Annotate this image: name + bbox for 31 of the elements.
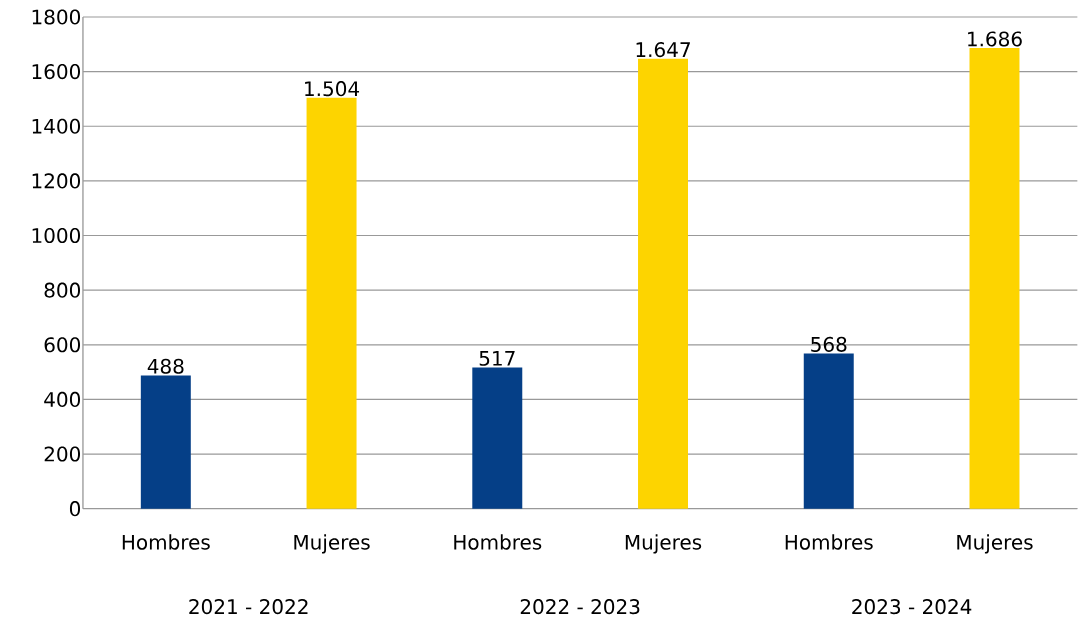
bar — [638, 58, 688, 509]
y-tick-label: 200 — [44, 446, 81, 462]
x-tick-label: Hombres — [785, 534, 873, 550]
data-label: 517 — [479, 351, 515, 366]
text: 2021 - 2022 — [189, 599, 308, 615]
y-tick-label: 1000 — [32, 228, 81, 244]
y-tick-label: 1600 — [32, 64, 81, 80]
bar — [803, 353, 854, 509]
y-tick-label: 800 — [44, 282, 81, 298]
x-tick-label: Mujeres — [294, 534, 370, 554]
y-tick-label: 1800 — [32, 9, 81, 25]
text: 2023 - 2024 — [852, 599, 972, 615]
y-tick-label: 1200 — [32, 173, 81, 189]
bar — [969, 48, 1020, 509]
text: 2022 - 2023 — [520, 599, 640, 615]
data-label: 568 — [811, 336, 847, 353]
data-label: 1.647 — [636, 42, 690, 58]
y-tick-label: 0 — [69, 501, 81, 517]
bar — [472, 367, 523, 509]
x-tick-label: Hombres — [454, 534, 542, 550]
x-tick-label: Mujeres — [625, 534, 702, 554]
data-label: 488 — [147, 358, 184, 374]
data-label: 1.504 — [305, 81, 360, 97]
x-tick-label: Hombres — [122, 534, 210, 550]
bar — [140, 375, 191, 509]
data-label: 1.686 — [968, 31, 1022, 47]
y-tick-label: 400 — [44, 391, 81, 408]
y-tick-label: 600 — [44, 337, 81, 353]
x-tick-label: Mujeres — [957, 534, 1033, 554]
bar — [306, 97, 357, 509]
y-tick-label: 1400 — [32, 118, 81, 134]
